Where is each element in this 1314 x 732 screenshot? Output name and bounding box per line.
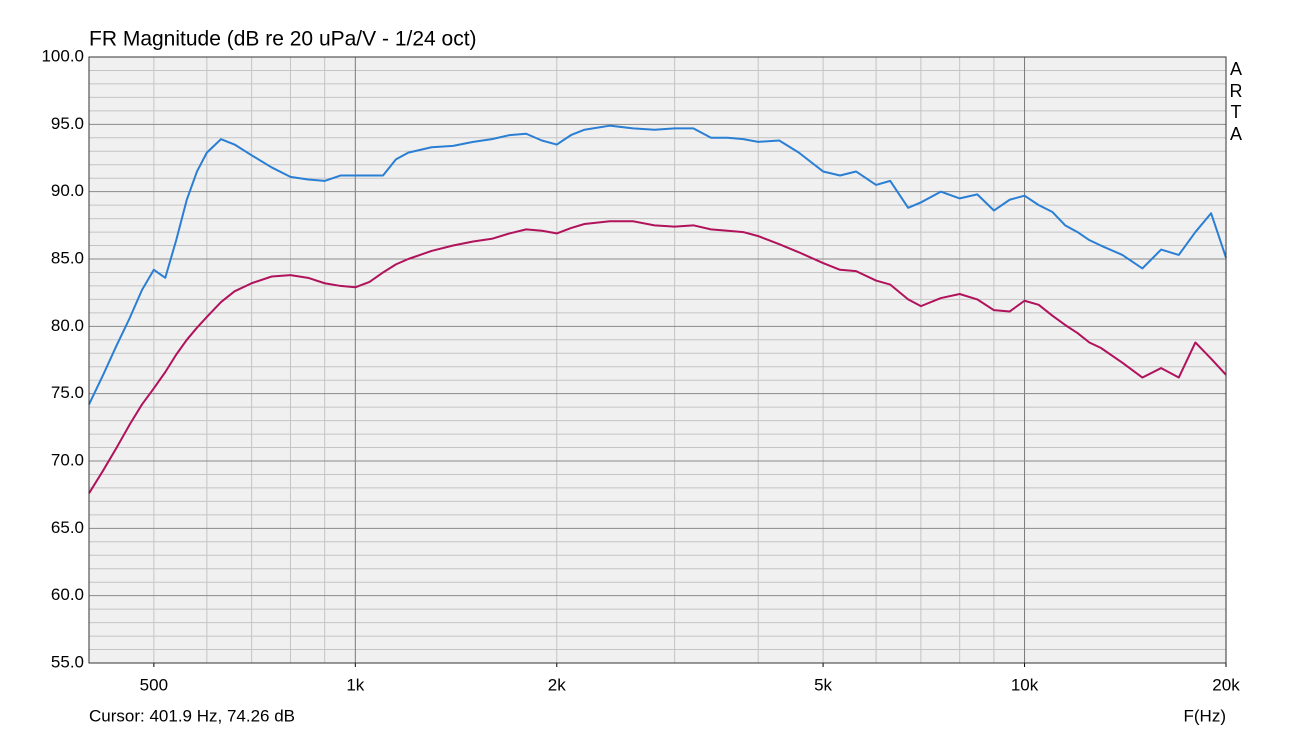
series-line [88, 220, 1227, 494]
y-tick-label: 60.0 [51, 585, 84, 604]
chart-title: FR Magnitude (dB re 20 uPa/V - 1/24 oct) [89, 28, 477, 51]
y-tick-label: 65.0 [51, 518, 84, 537]
y-tick-label: 100.0 [41, 46, 84, 65]
x-tick-label: 20k [1212, 675, 1240, 694]
watermark: ARTA [1229, 59, 1243, 144]
y-tick-label: 75.0 [51, 383, 84, 402]
series-line [88, 124, 1227, 405]
plot-border [88, 56, 1227, 664]
x-tick-label: 500 [140, 675, 168, 694]
x-tick-label: 5k [814, 675, 832, 694]
y-tick-label: 70.0 [51, 450, 84, 469]
y-tick-label: 85.0 [51, 248, 84, 267]
x-axis-label: F(Hz) [1184, 706, 1226, 725]
y-tick-label: 95.0 [51, 114, 84, 133]
x-tick-label: 1k [346, 675, 364, 694]
y-tick-label: 80.0 [51, 316, 84, 335]
x-tick-label: 10k [1011, 675, 1039, 694]
plot-background [89, 57, 1226, 663]
y-tick-label: 55.0 [51, 652, 84, 671]
plot-area [88, 56, 1227, 664]
cursor-readout: Cursor: 401.9 Hz, 74.26 dB [89, 706, 295, 725]
y-tick-label: 90.0 [51, 181, 84, 200]
x-tick-label: 2k [548, 675, 566, 694]
